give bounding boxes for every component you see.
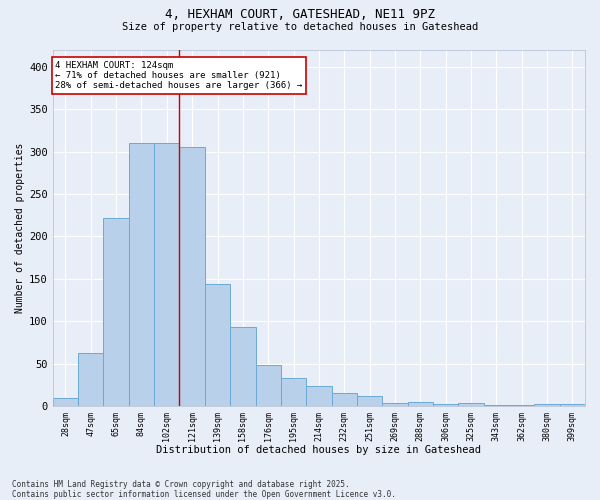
Text: 4, HEXHAM COURT, GATESHEAD, NE11 9PZ: 4, HEXHAM COURT, GATESHEAD, NE11 9PZ <box>165 8 435 20</box>
Bar <box>53 398 78 406</box>
Bar <box>256 366 281 406</box>
Bar <box>535 404 560 406</box>
Y-axis label: Number of detached properties: Number of detached properties <box>15 143 25 313</box>
Text: Size of property relative to detached houses in Gateshead: Size of property relative to detached ho… <box>122 22 478 32</box>
Bar <box>129 143 154 406</box>
Text: 4 HEXHAM COURT: 124sqm
← 71% of detached houses are smaller (921)
28% of semi-de: 4 HEXHAM COURT: 124sqm ← 71% of detached… <box>55 60 302 90</box>
Bar <box>78 352 103 406</box>
Bar <box>306 386 332 406</box>
Bar <box>407 402 433 406</box>
Bar <box>154 143 179 406</box>
Bar <box>179 148 205 406</box>
Bar <box>332 394 357 406</box>
Bar <box>560 404 585 406</box>
Bar <box>230 327 256 406</box>
Bar <box>357 396 382 406</box>
Bar <box>103 218 129 406</box>
Bar <box>509 405 535 406</box>
Text: Contains HM Land Registry data © Crown copyright and database right 2025.
Contai: Contains HM Land Registry data © Crown c… <box>12 480 396 499</box>
Bar <box>382 402 407 406</box>
Bar <box>433 404 458 406</box>
Bar <box>281 378 306 406</box>
X-axis label: Distribution of detached houses by size in Gateshead: Distribution of detached houses by size … <box>157 445 481 455</box>
Bar <box>205 284 230 406</box>
Bar <box>458 404 484 406</box>
Bar <box>484 405 509 406</box>
